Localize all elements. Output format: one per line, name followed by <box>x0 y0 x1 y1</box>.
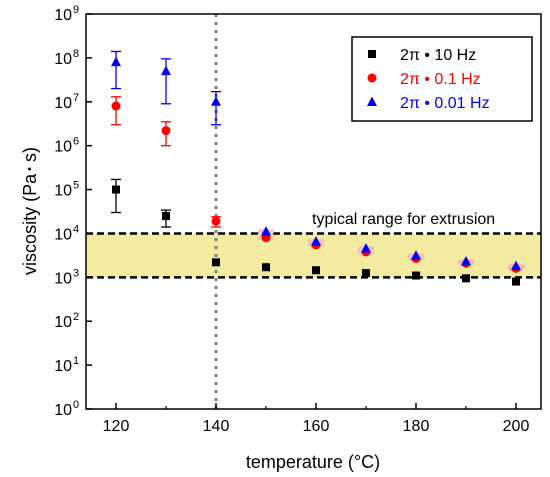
y-axis-label-main: viscosity (Pa <box>20 173 40 275</box>
data-point <box>412 271 420 280</box>
y-axis-label-end: s) <box>20 147 40 167</box>
y-tick-label: 10 <box>54 358 72 375</box>
legend-marker <box>367 73 377 83</box>
y-tick-exponent: 7 <box>73 92 79 104</box>
y-tick-label: 10 <box>54 183 72 200</box>
y-tick-exponent: 3 <box>73 267 79 279</box>
y-tick-exponent: 4 <box>73 223 79 235</box>
x-tick-label: 200 <box>503 418 530 435</box>
y-tick-exponent: 6 <box>73 136 79 148</box>
data-point <box>211 96 221 106</box>
y-tick-label: 10 <box>54 402 72 419</box>
y-tick-exponent: 5 <box>73 180 79 192</box>
plot-frame <box>85 13 542 410</box>
data-point <box>112 185 120 194</box>
legend-marker <box>368 50 376 58</box>
data-point <box>312 266 320 275</box>
y-tick-label: 10 <box>54 7 72 24</box>
y-tick-exponent: 9 <box>73 4 79 16</box>
data-point <box>161 126 171 136</box>
data-point <box>511 260 521 271</box>
data-point <box>362 269 370 278</box>
data-point <box>111 56 121 67</box>
y-tick-exponent: 8 <box>73 48 79 60</box>
legend-label: 2π • 10 Hz <box>400 47 476 64</box>
x-tick-label: 120 <box>103 418 130 435</box>
y-tick-exponent: 1 <box>73 355 79 367</box>
legend-box <box>351 36 533 122</box>
data-point <box>462 274 470 283</box>
legend-marker <box>367 96 377 106</box>
data-point <box>262 263 270 272</box>
data-point <box>512 277 520 286</box>
y-tick-label: 10 <box>54 226 72 243</box>
y-tick-label: 10 <box>54 51 72 68</box>
legend-label: 2π • 0.1 Hz <box>400 71 481 88</box>
y-tick-exponent: 0 <box>73 399 79 411</box>
data-point <box>211 216 221 226</box>
series-triangle <box>111 50 524 271</box>
data-point <box>461 255 471 266</box>
data-point <box>411 250 421 260</box>
y-tick-label: 10 <box>54 95 72 112</box>
y-tick-label: 10 <box>54 314 72 331</box>
x-tick-label: 180 <box>403 418 430 435</box>
y-axis-label: viscosity (Pa • s) <box>20 147 40 275</box>
series-square <box>111 178 520 286</box>
y-tick-label: 10 <box>54 270 72 287</box>
y-tick-exponent: 2 <box>73 311 79 323</box>
data-point <box>311 236 321 246</box>
x-tick-label: 140 <box>203 418 230 435</box>
data-point <box>361 243 371 253</box>
data-point <box>212 258 220 267</box>
data-point <box>111 101 121 111</box>
data-point <box>261 226 271 236</box>
x-axis-label: temperature (°C) <box>246 452 380 472</box>
y-axis-label-dot: • <box>24 167 36 171</box>
band-label: typical range for extrusion <box>312 211 495 228</box>
y-tick-label: 10 <box>54 139 72 156</box>
data-point <box>162 211 170 220</box>
x-tick-label: 160 <box>303 418 330 435</box>
legend-label: 2π • 0.01 Hz <box>400 95 490 112</box>
legend: 2π • 10 Hz 2π • 0.1 Hz 2π • 0.01 Hz <box>351 36 533 122</box>
data-point <box>161 65 171 76</box>
